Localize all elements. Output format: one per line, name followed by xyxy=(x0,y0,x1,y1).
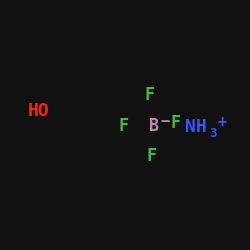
Text: F: F xyxy=(170,114,180,132)
Text: B: B xyxy=(149,117,159,135)
Text: F: F xyxy=(146,147,156,165)
Text: −: − xyxy=(160,114,170,129)
Text: 3: 3 xyxy=(209,127,216,140)
Text: F: F xyxy=(119,117,129,135)
Text: NH: NH xyxy=(185,118,207,136)
Text: HO: HO xyxy=(28,102,50,120)
Text: F: F xyxy=(145,86,155,104)
Text: +: + xyxy=(218,115,226,130)
